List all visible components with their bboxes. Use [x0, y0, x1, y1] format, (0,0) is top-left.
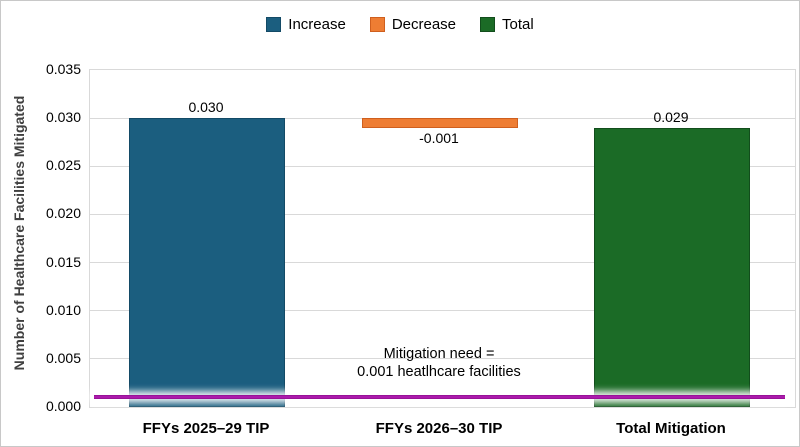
y-tick-label: 0.025: [45, 157, 81, 174]
mitigation-annotation: Mitigation need = 0.001 heatlhcare facil…: [314, 345, 564, 381]
legend-item-total: Total: [480, 16, 534, 33]
bar-value-label: 0.030: [188, 99, 224, 116]
y-tick-label: 0.000: [45, 398, 81, 414]
plot-area: [89, 69, 796, 408]
legend-label: Increase: [288, 16, 346, 33]
gridline: [90, 262, 795, 264]
x-category-label: Total Mitigation: [616, 420, 726, 437]
gridline: [90, 310, 795, 312]
legend-swatch-total: [480, 17, 496, 32]
y-tick-label: 0.020: [45, 205, 81, 222]
gridline: [90, 165, 795, 167]
y-tick-label: 0.005: [45, 349, 81, 366]
legend: Increase Decrease Total: [1, 16, 799, 33]
y-tick-label: 0.030: [45, 109, 81, 126]
bar-value-label: 0.029: [653, 108, 689, 125]
legend-label: Total: [502, 16, 534, 33]
x-category-label: FFYs 2025–29 TIP: [142, 420, 270, 437]
legend-swatch-increase: [266, 17, 282, 32]
bar-decrease: [362, 118, 518, 128]
y-axis-title: Number of Healthcare Facilities Mitigate…: [11, 95, 27, 371]
legend-swatch-decrease: [369, 17, 385, 32]
y-tick-label: 0.010: [45, 301, 81, 318]
legend-item-increase: Increase: [266, 16, 346, 33]
legend-item-decrease: Decrease: [369, 16, 457, 33]
mitigation-need-line: [94, 395, 785, 400]
bar-total: [594, 127, 750, 407]
bar-increase: [129, 118, 285, 407]
mitigation-annotation-line2: 0.001 heatlhcare facilities: [357, 364, 521, 380]
x-category-label: FFYs 2026–30 TIP: [375, 420, 503, 437]
mitigation-annotation-line1: Mitigation need =: [383, 346, 495, 362]
y-tick-label: 0.015: [45, 253, 81, 270]
legend-label: Decrease: [391, 16, 457, 33]
gridline: [90, 358, 795, 360]
bar-value-label: -0.001: [419, 129, 459, 146]
gridline: [90, 213, 795, 215]
y-tick-label: 0.035: [45, 61, 81, 77]
